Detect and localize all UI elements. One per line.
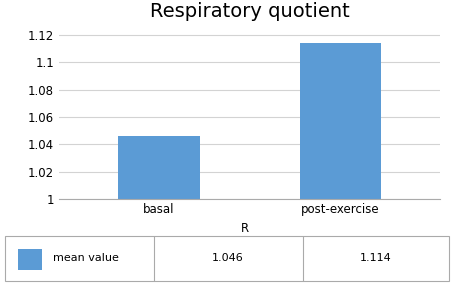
Text: mean value: mean value <box>54 253 119 264</box>
Title: Respiratory quotient: Respiratory quotient <box>150 2 350 21</box>
Bar <box>118 136 200 199</box>
Text: 1.046: 1.046 <box>212 253 244 264</box>
Text: R: R <box>241 222 249 235</box>
Text: 1.114: 1.114 <box>360 253 392 264</box>
Bar <box>300 43 381 199</box>
Bar <box>18 249 42 270</box>
